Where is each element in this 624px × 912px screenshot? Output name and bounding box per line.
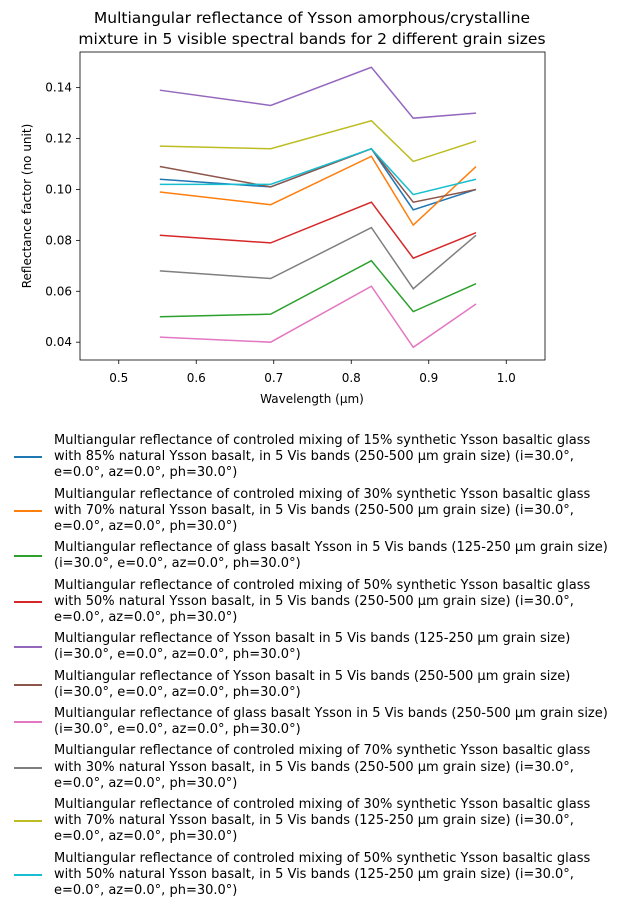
legend-label: Multiangular reflectance of controled mi… [54,433,591,481]
legend-entry: Multiangular reflectance of glass basalt… [14,706,614,738]
series-line [159,285,477,349]
chart-title: Multiangular reflectance of Ysson amorph… [78,9,546,48]
legend-label: Multiangular reflectance of glass basalt… [54,706,608,738]
legend-swatch [14,600,42,603]
legend-swatch [14,456,42,459]
legend-swatch [14,683,42,686]
legend-entry: Multiangular reflectance of controled mi… [14,433,614,482]
legend-entry: Multiangular reflectance of glass basalt… [14,540,614,572]
x-tick-label: 0.5 [109,371,128,385]
y-tick-label: 0.04 [45,335,72,349]
series-line [159,155,477,227]
series-line [159,147,477,196]
y-axis-label: Reflectance factor (no unit) [20,124,34,289]
y-tick-label: 0.10 [45,182,72,196]
legend-entry: Multiangular reflectance of Ysson basalt… [14,631,614,663]
legend-label: Multiangular reflectance of controled mi… [54,743,591,791]
legend-label: Multiangular reflectance of glass basalt… [54,540,608,572]
legend-swatch [14,555,42,558]
series-line [159,119,477,163]
legend-entry: Multiangular reflectance of controled mi… [14,851,614,900]
x-tick-label: 1.0 [497,371,516,385]
legend-swatch [14,820,42,823]
chart: Wavelength (μm) Reflectance factor (no u… [20,51,546,406]
y-tick-label: 0.12 [45,132,72,146]
legend-entry: Multiangular reflectance of controled mi… [14,743,614,792]
legend-swatch [14,766,42,769]
y-tick-label: 0.08 [45,233,72,247]
x-tick-label: 0.9 [419,371,438,385]
legend-entry: Multiangular reflectance of controled mi… [14,797,614,846]
legend-entry: Multiangular reflectance of Ysson basalt… [14,669,614,701]
plot-frame [79,51,546,361]
legend-swatch [14,646,42,649]
series-line [159,147,477,211]
legend-label: Multiangular reflectance of controled mi… [54,797,591,845]
legend-swatch [14,721,42,724]
x-tick-label: 0.7 [264,371,283,385]
x-tick-label: 0.8 [342,371,361,385]
series-line [159,66,477,119]
legend-swatch [14,509,42,512]
series-line [159,226,477,290]
legend: Multiangular reflectance of controled mi… [14,433,614,904]
y-tick-label: 0.14 [45,81,72,95]
series-line [159,259,477,318]
legend-label: Multiangular reflectance of Ysson basalt… [54,668,571,700]
legend-label: Multiangular reflectance of controled mi… [54,577,591,626]
x-tick-label: 0.6 [187,371,206,385]
y-tick-label: 0.06 [45,284,72,298]
legend-label: Multiangular reflectance of controled mi… [54,850,591,899]
legend-label: Multiangular reflectance of Ysson basalt… [54,631,571,663]
legend-entry: Multiangular reflectance of controled mi… [14,578,614,627]
legend-label: Multiangular reflectance of controled mi… [54,486,591,535]
legend-swatch [14,873,42,876]
legend-entry: Multiangular reflectance of controled mi… [14,487,614,536]
series-line [159,201,477,260]
x-axis-label: Wavelength (μm) [260,392,364,406]
